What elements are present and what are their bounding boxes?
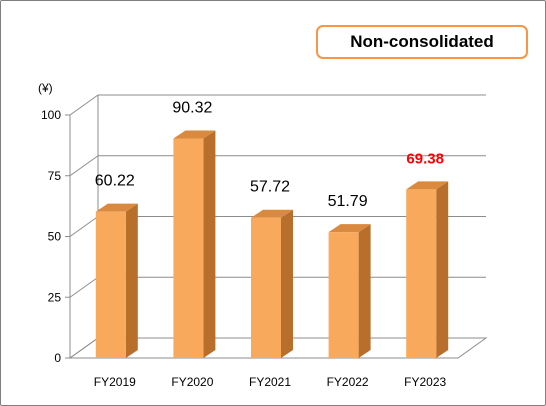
- y-tick-label: 100: [41, 108, 61, 122]
- bar-front: [406, 189, 437, 358]
- bar-top: [406, 181, 449, 190]
- y-tick-label: 25: [48, 290, 62, 304]
- bar-top: [251, 209, 293, 218]
- x-tick-label: FY2020: [171, 375, 213, 389]
- bar-top: [173, 130, 216, 139]
- bar: [406, 181, 449, 358]
- bars: [95, 130, 449, 358]
- y-axis-unit-label: (¥): [38, 81, 53, 95]
- gridline-depth: [69, 155, 99, 177]
- bar: [173, 130, 216, 358]
- bar-front: [173, 138, 204, 358]
- bar-front: [251, 217, 281, 358]
- x-tick-label: FY2023: [404, 375, 446, 389]
- data-label: 51.79: [328, 193, 368, 210]
- bar: [95, 203, 138, 358]
- data-label: 69.38: [406, 150, 444, 167]
- x-tick-label: FY2021: [249, 375, 291, 389]
- bar-side: [125, 203, 138, 358]
- bar-top: [95, 203, 138, 212]
- bar-side: [358, 224, 371, 358]
- bar: [328, 224, 371, 358]
- bar-side: [436, 181, 449, 358]
- non-consolidated-badge: Non-consolidated: [316, 25, 528, 59]
- gridline-depth: [69, 94, 99, 116]
- data-label: 60.22: [95, 173, 135, 190]
- data-label: 90.32: [172, 100, 212, 117]
- labels: 0 25 50 75 100 FY2019 60.22 FY2020 90.32 FY2021 57…: [41, 100, 447, 389]
- gridline-depth: [69, 216, 99, 237]
- x-tick-label: FY2022: [327, 375, 369, 389]
- bar-side: [203, 130, 216, 358]
- y-tick-label: 50: [48, 230, 62, 244]
- gridline-depth: [69, 276, 99, 298]
- y-tick-label: 75: [48, 169, 62, 183]
- y-tick-label: 0: [54, 351, 61, 365]
- bar-top: [328, 224, 371, 233]
- bar-side: [281, 209, 293, 358]
- badge-label: Non-consolidated: [350, 32, 494, 51]
- data-label: 57.72: [250, 179, 290, 196]
- bar-front: [328, 232, 359, 358]
- bar-front: [95, 211, 126, 358]
- bar: [251, 209, 293, 358]
- x-tick-label: FY2019: [94, 375, 136, 389]
